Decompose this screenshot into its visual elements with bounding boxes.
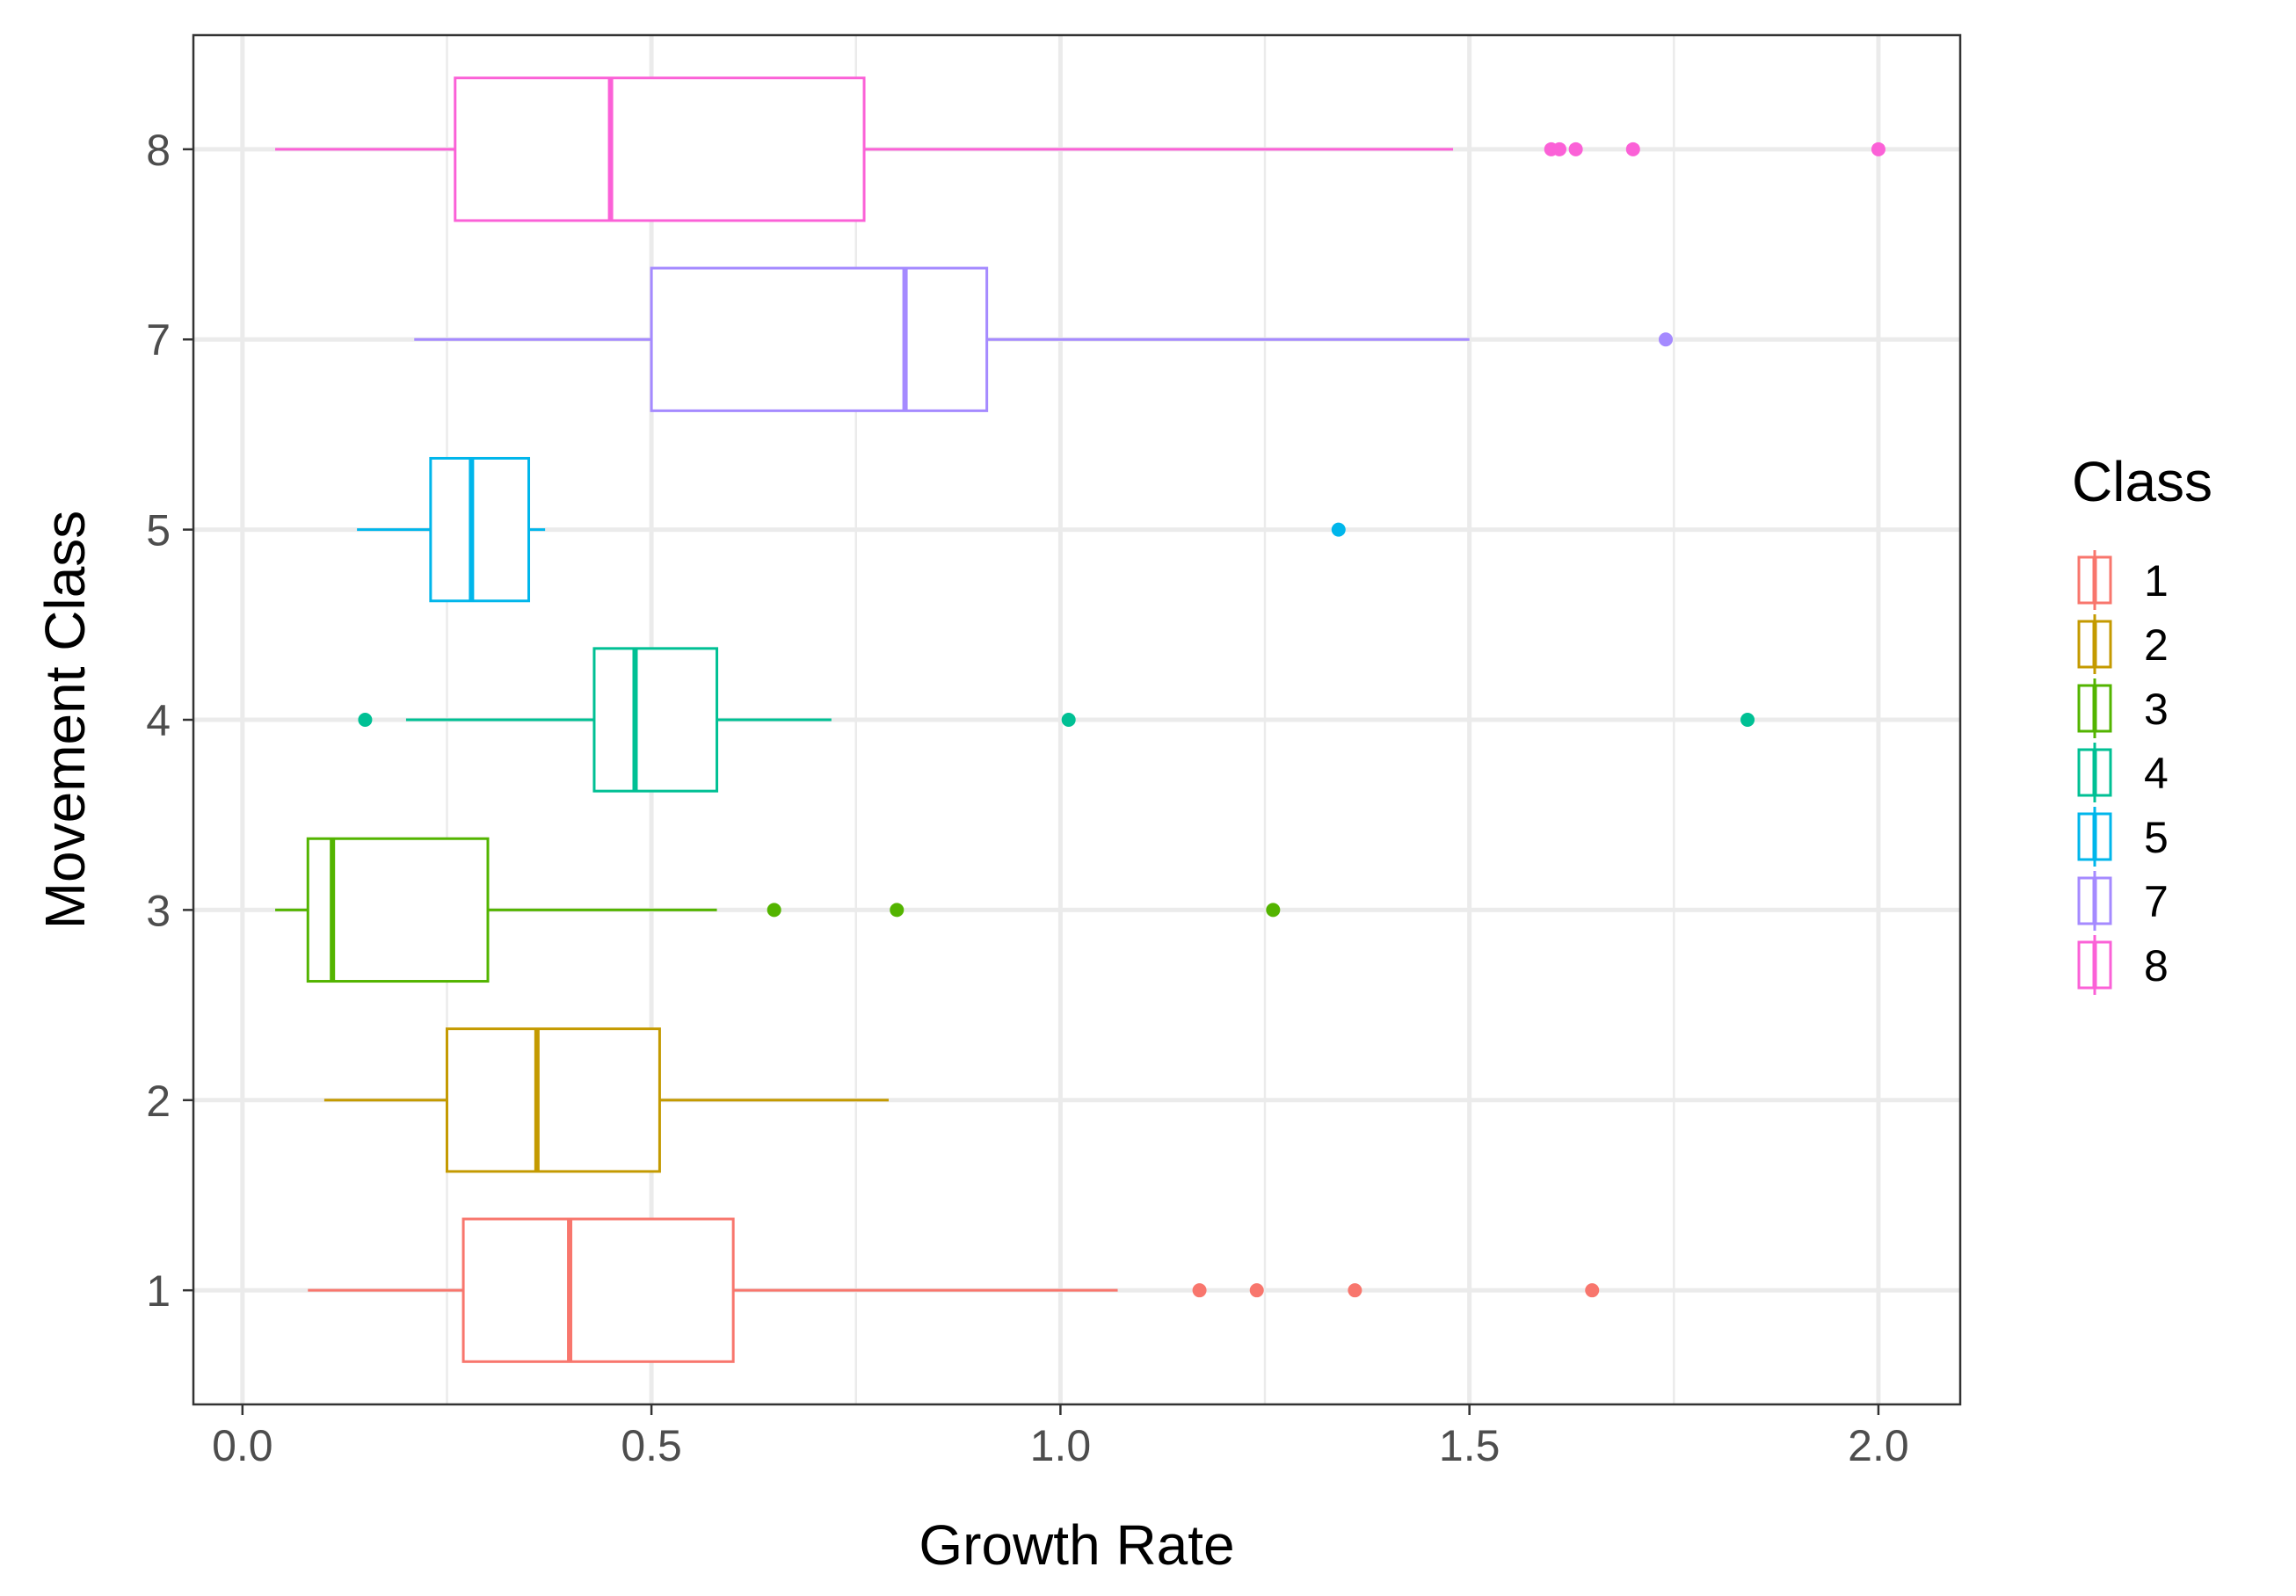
legend: Class 1 2 3 4 5 7 8 bbox=[2072, 450, 2212, 995]
x-axis: 0.0 0.5 1.0 1.5 2.0 bbox=[212, 1404, 1909, 1470]
outlier-point bbox=[1331, 522, 1346, 537]
legend-label: 5 bbox=[2144, 813, 2169, 862]
box-class-7 bbox=[414, 266, 1673, 412]
legend-label: 7 bbox=[2144, 877, 2169, 926]
x-tick-label: 0.5 bbox=[621, 1421, 682, 1470]
box-class-3 bbox=[275, 837, 1281, 983]
outlier-point bbox=[1871, 141, 1885, 156]
legend-label: 1 bbox=[2144, 556, 2169, 606]
box-iqr bbox=[445, 1027, 661, 1173]
legend-item-8: 8 bbox=[2077, 935, 2169, 995]
outlier-point bbox=[1740, 713, 1755, 727]
legend-label: 4 bbox=[2144, 749, 2169, 798]
legend-label: 8 bbox=[2144, 941, 2169, 990]
x-tick-label: 1.5 bbox=[1439, 1421, 1500, 1470]
box-iqr bbox=[650, 266, 989, 412]
y-tick-label: 8 bbox=[146, 126, 171, 175]
outlier-point bbox=[890, 903, 905, 918]
box-class-4 bbox=[358, 647, 1755, 793]
boxes bbox=[275, 76, 1885, 1363]
outlier-point bbox=[1348, 1283, 1362, 1298]
outlier-point bbox=[1249, 1283, 1264, 1298]
legend-item-3: 3 bbox=[2077, 678, 2169, 738]
box-class-1 bbox=[308, 1217, 1600, 1363]
outlier-point bbox=[1625, 141, 1640, 156]
legend-item-1: 1 bbox=[2077, 550, 2169, 610]
x-axis-title: Growth Rate bbox=[919, 1513, 1234, 1577]
box-class-8 bbox=[275, 76, 1885, 222]
outlier-point bbox=[1552, 141, 1567, 156]
box-iqr bbox=[461, 1217, 735, 1363]
legend-label: 2 bbox=[2144, 620, 2169, 670]
y-tick-label: 1 bbox=[146, 1266, 171, 1316]
outlier-point bbox=[1061, 713, 1076, 727]
box-iqr bbox=[454, 76, 866, 222]
outlier-point bbox=[1266, 903, 1281, 918]
y-tick-label: 2 bbox=[146, 1077, 171, 1126]
outlier-point bbox=[358, 713, 373, 727]
legend-label: 3 bbox=[2144, 685, 2169, 734]
legend-title: Class bbox=[2072, 450, 2212, 513]
legend-item-4: 4 bbox=[2077, 743, 2169, 802]
y-tick-label: 3 bbox=[146, 886, 171, 935]
y-tick-label: 4 bbox=[146, 696, 171, 745]
y-axis-title: Movement Class bbox=[33, 511, 97, 930]
y-tick-label: 5 bbox=[146, 506, 171, 555]
outlier-point bbox=[1659, 332, 1673, 347]
y-axis: 1 2 3 4 5 7 8 bbox=[146, 126, 193, 1316]
x-tick-label: 0.0 bbox=[212, 1421, 273, 1470]
outlier-point bbox=[1192, 1283, 1207, 1298]
x-tick-label: 2.0 bbox=[1848, 1421, 1909, 1470]
box-iqr bbox=[592, 647, 719, 793]
box-iqr bbox=[306, 837, 490, 983]
outlier-point bbox=[767, 903, 781, 918]
box-class-2 bbox=[323, 1027, 889, 1173]
box-iqr bbox=[429, 456, 531, 603]
legend-item-7: 7 bbox=[2077, 871, 2169, 931]
outlier-point bbox=[1568, 141, 1583, 156]
outlier-point bbox=[1585, 1283, 1600, 1298]
y-tick-label: 7 bbox=[146, 316, 171, 365]
box-class-5 bbox=[357, 456, 1346, 603]
legend-item-5: 5 bbox=[2077, 807, 2169, 867]
legend-item-2: 2 bbox=[2077, 614, 2169, 674]
x-tick-label: 1.0 bbox=[1030, 1421, 1092, 1470]
